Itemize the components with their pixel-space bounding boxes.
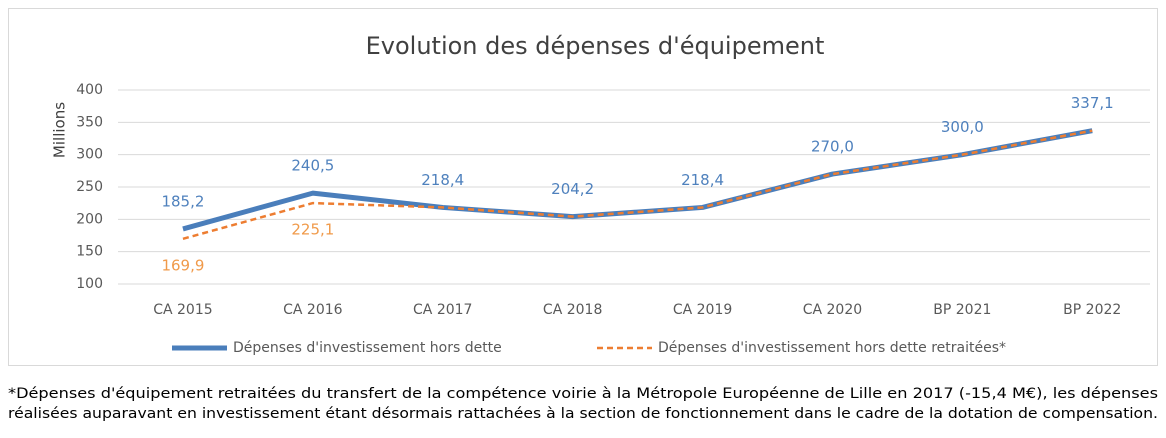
data-label: 218,4 <box>681 171 724 189</box>
data-label: 337,1 <box>1071 94 1114 112</box>
x-tick-label: CA 2020 <box>803 302 862 318</box>
series-line <box>182 129 1093 241</box>
y-tick-label: 200 <box>76 211 103 227</box>
data-label: 270,0 <box>811 138 854 156</box>
y-tick-label: 300 <box>76 147 103 163</box>
data-label: 240,5 <box>291 157 334 175</box>
data-label: 169,9 <box>161 256 204 274</box>
x-tick-label: BP 2021 <box>933 302 991 318</box>
x-tick-label: CA 2015 <box>153 302 212 318</box>
data-label: 185,2 <box>161 192 204 210</box>
data-label: 218,4 <box>421 171 464 189</box>
y-tick-label: 250 <box>76 179 103 195</box>
x-tick-label: CA 2018 <box>543 302 602 318</box>
y-tick-label: 150 <box>76 244 103 260</box>
legend-label: Dépenses d'investissement hors dette ret… <box>658 340 1006 356</box>
y-tick-label: 350 <box>76 114 103 130</box>
x-tick-label: BP 2022 <box>1063 302 1121 318</box>
legend-label: Dépenses d'investissement hors dette <box>233 340 502 356</box>
footnote: réalisées auparavant en investissement é… <box>8 406 1158 422</box>
x-tick-label: CA 2019 <box>673 302 732 318</box>
data-label: 204,2 <box>551 180 594 198</box>
x-tick-label: CA 2016 <box>283 302 343 318</box>
footnote: *Dépenses d'équipement retraitées du tra… <box>8 386 1158 402</box>
y-tick-label: 100 <box>76 276 103 292</box>
y-tick-label: 400 <box>76 82 103 98</box>
x-tick-label: CA 2017 <box>413 302 472 318</box>
data-label: 225,1 <box>291 221 334 239</box>
y-axis-label: Millions <box>51 102 69 158</box>
chart-title: Evolution des dépenses d'équipement <box>366 32 825 60</box>
data-label: 300,0 <box>941 118 984 136</box>
